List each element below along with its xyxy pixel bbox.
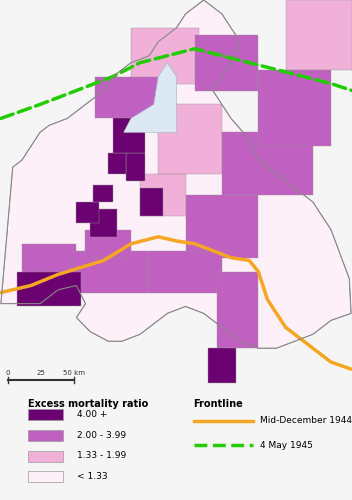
- Polygon shape: [158, 104, 222, 174]
- Polygon shape: [72, 250, 149, 292]
- Polygon shape: [93, 185, 113, 202]
- Polygon shape: [90, 209, 117, 237]
- Polygon shape: [76, 202, 99, 223]
- Polygon shape: [195, 35, 258, 90]
- Polygon shape: [186, 195, 258, 258]
- Text: 2.00 - 3.99: 2.00 - 3.99: [77, 430, 127, 440]
- Polygon shape: [126, 153, 145, 181]
- FancyBboxPatch shape: [28, 430, 63, 440]
- Polygon shape: [218, 272, 258, 348]
- Text: 4.00 +: 4.00 +: [77, 410, 108, 418]
- Polygon shape: [140, 188, 163, 216]
- Text: 4 May 1945: 4 May 1945: [260, 440, 313, 450]
- Text: 25: 25: [37, 370, 45, 376]
- Text: Mid-December 1944: Mid-December 1944: [260, 416, 352, 426]
- Text: 50 km: 50 km: [63, 370, 85, 376]
- Text: Frontline: Frontline: [194, 399, 243, 409]
- Polygon shape: [108, 153, 126, 174]
- Text: < 1.33: < 1.33: [77, 472, 108, 482]
- Polygon shape: [258, 70, 331, 146]
- Polygon shape: [95, 76, 158, 118]
- Text: 1.33 - 1.99: 1.33 - 1.99: [77, 452, 127, 460]
- Polygon shape: [285, 0, 352, 70]
- Polygon shape: [124, 62, 176, 132]
- Text: 0: 0: [6, 370, 11, 376]
- Polygon shape: [86, 230, 131, 258]
- Polygon shape: [113, 118, 145, 153]
- Polygon shape: [149, 250, 222, 292]
- Polygon shape: [222, 132, 313, 195]
- Polygon shape: [140, 174, 186, 216]
- Polygon shape: [17, 272, 81, 306]
- FancyBboxPatch shape: [28, 408, 63, 420]
- Polygon shape: [22, 244, 76, 278]
- Polygon shape: [131, 28, 199, 84]
- Text: Excess mortality ratio: Excess mortality ratio: [28, 399, 149, 409]
- Polygon shape: [208, 348, 235, 383]
- Polygon shape: [1, 0, 351, 348]
- FancyBboxPatch shape: [28, 450, 63, 462]
- FancyBboxPatch shape: [28, 472, 63, 482]
